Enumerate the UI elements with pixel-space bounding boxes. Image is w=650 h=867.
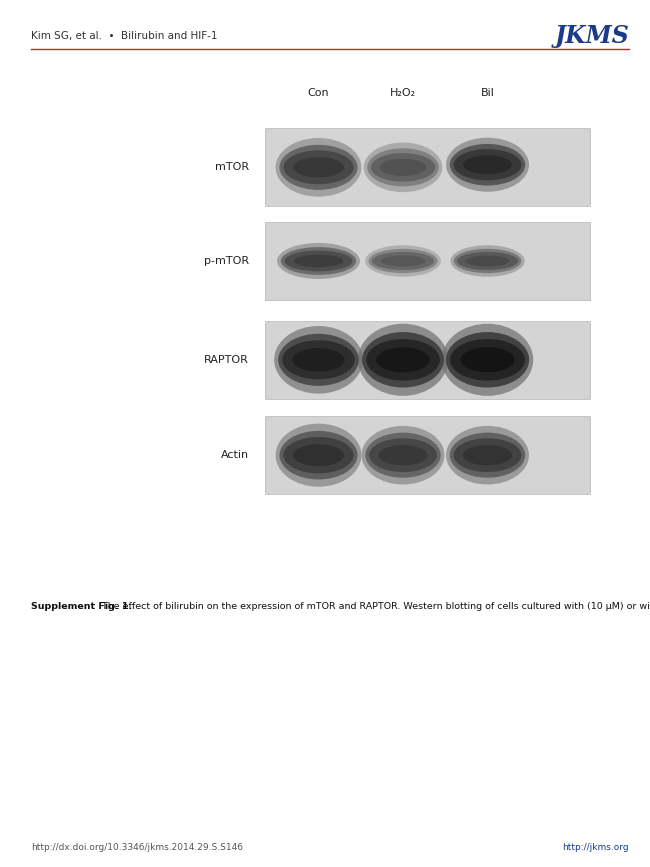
- Ellipse shape: [283, 150, 354, 185]
- Ellipse shape: [450, 433, 525, 478]
- Ellipse shape: [446, 426, 529, 485]
- Text: H₂O₂: H₂O₂: [390, 88, 416, 98]
- Ellipse shape: [446, 138, 529, 192]
- Ellipse shape: [278, 334, 359, 386]
- Ellipse shape: [454, 149, 521, 180]
- Ellipse shape: [454, 249, 521, 273]
- Ellipse shape: [380, 159, 426, 176]
- Ellipse shape: [370, 153, 436, 181]
- Ellipse shape: [294, 255, 343, 267]
- Ellipse shape: [450, 245, 525, 277]
- Text: Supplement Fig. 1.: Supplement Fig. 1.: [31, 602, 133, 610]
- Ellipse shape: [293, 157, 344, 178]
- FancyBboxPatch shape: [265, 222, 590, 300]
- Ellipse shape: [446, 332, 529, 388]
- Ellipse shape: [363, 142, 442, 192]
- Ellipse shape: [378, 445, 428, 466]
- Ellipse shape: [463, 445, 512, 466]
- Ellipse shape: [274, 326, 363, 394]
- Ellipse shape: [369, 439, 437, 472]
- Text: The effect of bilirubin on the expression of mTOR and RAPTOR. Western blotting o: The effect of bilirubin on the expressio…: [99, 602, 650, 610]
- Ellipse shape: [442, 323, 533, 396]
- FancyBboxPatch shape: [265, 321, 590, 399]
- FancyBboxPatch shape: [265, 416, 590, 494]
- Ellipse shape: [366, 339, 440, 381]
- Ellipse shape: [281, 247, 356, 275]
- Ellipse shape: [367, 148, 439, 186]
- Ellipse shape: [450, 144, 525, 186]
- Ellipse shape: [369, 249, 437, 273]
- FancyBboxPatch shape: [265, 128, 590, 206]
- Ellipse shape: [280, 145, 358, 190]
- Ellipse shape: [276, 424, 361, 486]
- Text: p-mTOR: p-mTOR: [204, 256, 249, 266]
- Ellipse shape: [285, 251, 352, 271]
- Text: RAPTOR: RAPTOR: [204, 355, 249, 365]
- Ellipse shape: [277, 243, 360, 279]
- Ellipse shape: [460, 348, 515, 372]
- Ellipse shape: [293, 444, 344, 466]
- Text: mTOR: mTOR: [214, 162, 249, 173]
- Ellipse shape: [292, 348, 344, 371]
- Ellipse shape: [365, 433, 441, 478]
- Text: Con: Con: [307, 88, 330, 98]
- Ellipse shape: [361, 426, 445, 485]
- Ellipse shape: [463, 155, 512, 174]
- Text: http://jkms.org: http://jkms.org: [562, 844, 629, 852]
- Ellipse shape: [362, 332, 444, 388]
- Ellipse shape: [282, 340, 355, 380]
- Ellipse shape: [457, 251, 518, 271]
- Text: Actin: Actin: [221, 450, 249, 460]
- Ellipse shape: [358, 323, 448, 396]
- Ellipse shape: [283, 437, 354, 473]
- Ellipse shape: [372, 251, 434, 271]
- Ellipse shape: [280, 431, 358, 479]
- Ellipse shape: [276, 138, 361, 197]
- Ellipse shape: [465, 256, 510, 266]
- Text: Kim SG, et al.  •  Bilirubin and HIF-1: Kim SG, et al. • Bilirubin and HIF-1: [31, 31, 218, 42]
- Text: http://dx.doi.org/10.3346/jkms.2014.29.S.S146: http://dx.doi.org/10.3346/jkms.2014.29.S…: [31, 844, 243, 852]
- Text: JKMS: JKMS: [554, 24, 629, 49]
- Ellipse shape: [454, 439, 521, 472]
- Ellipse shape: [381, 256, 425, 266]
- Ellipse shape: [450, 339, 525, 381]
- Text: Bil: Bil: [480, 88, 495, 98]
- Ellipse shape: [376, 348, 430, 372]
- Ellipse shape: [365, 245, 441, 277]
